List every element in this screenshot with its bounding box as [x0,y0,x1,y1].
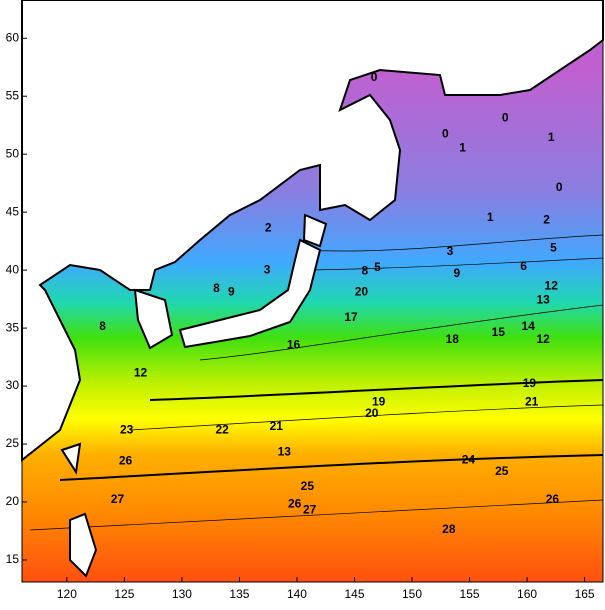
contour-label: 8 [213,281,220,295]
contour-label: 1 [459,141,466,155]
contour-label: 13 [278,444,292,458]
contour-label: 5 [550,240,557,254]
contour-label: 12 [536,332,550,346]
y-tick-label: 25 [6,436,20,450]
contour-label: 0 [442,127,449,141]
x-tick-label: 160 [517,587,537,601]
x-tick-label: 135 [229,587,249,601]
contour-label: 9 [454,266,461,280]
x-tick-label: 120 [57,587,77,601]
y-tick-label: 40 [6,262,20,276]
y-tick-label: 60 [6,30,20,44]
contour-label: 0 [502,110,509,124]
contour-label: 19 [523,376,537,390]
frame [21,0,604,583]
land-japan [178,238,322,349]
contour-label: 23 [120,422,134,436]
y-tick-label: 50 [6,146,20,160]
land-hokkaido [302,213,328,248]
contour-label: 19 [372,394,386,408]
land-korea [133,288,174,350]
contour-label: 20 [365,406,379,420]
contour-label: 24 [462,452,476,466]
y-tick-label: 15 [6,552,20,566]
contour-label: 0 [371,70,378,84]
contour-label: 3 [447,244,454,258]
contour-label: 2 [543,212,550,226]
contour-label: 0 [556,180,563,194]
contour-label: 1 [487,210,494,224]
y-tick-label: 55 [6,88,20,102]
contour-label: 15 [492,325,506,339]
y-tick-label: 45 [6,204,20,218]
contour-label: 26 [546,492,560,506]
contour-label: 17 [344,310,358,324]
x-tick-label: 140 [287,587,307,601]
contour-label: 6 [520,259,527,273]
x-tick-label: 165 [575,587,595,601]
contour-label: 26 [119,454,133,468]
land-luzon [69,512,98,578]
x-tick-label: 145 [344,587,364,601]
contour-label: 3 [264,262,271,276]
contour-label: 8 [99,319,106,333]
contour-label: 25 [301,479,315,493]
x-tick-label: 150 [402,587,422,601]
contour-label: 14 [522,319,536,333]
contour-label: 12 [134,365,148,379]
contour-label: 28 [442,522,456,536]
land-north [21,0,604,463]
contour-label: 27 [303,502,317,516]
y-tick-label: 35 [6,320,20,334]
contour-label: 22 [216,422,230,436]
contour-label: 27 [111,492,125,506]
y-tick-label: 20 [6,494,20,508]
contour-label: 12 [545,279,559,293]
x-tick-label: 125 [114,587,134,601]
contour-label: 21 [525,394,539,408]
land-taiwan [60,442,82,475]
contour-label: 9 [228,284,235,298]
x-tick-label: 130 [172,587,192,601]
contour-label: 1 [548,130,555,144]
contour-label: 13 [536,292,550,306]
contour-label: 20 [355,284,369,298]
contour-label: 18 [446,332,460,346]
contour-label: 21 [270,419,284,433]
contour-label: 5 [374,260,381,274]
contour-label: 26 [288,496,302,510]
y-tick-label: 30 [6,378,20,392]
contour-lines [29,234,604,531]
contour-label: 2 [265,221,272,235]
x-tick-label: 155 [460,587,480,601]
contour-label: 16 [287,338,301,352]
contour-label: 8 [362,263,369,277]
contour-label: 25 [495,464,509,478]
